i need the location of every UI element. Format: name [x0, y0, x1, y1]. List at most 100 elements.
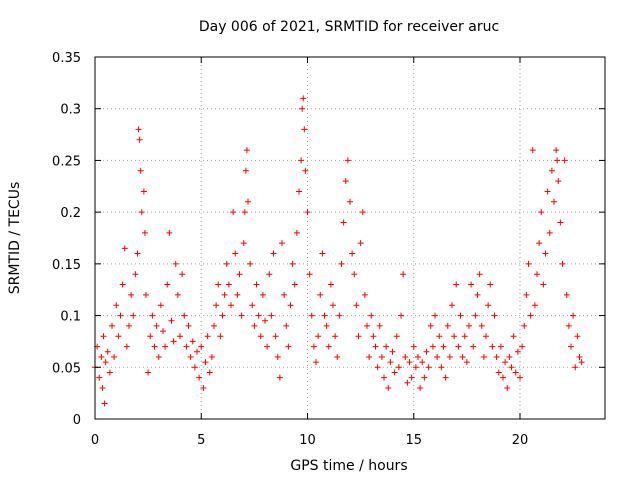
- data-point: [298, 157, 305, 164]
- data-point: [236, 271, 243, 278]
- data-point: [508, 364, 515, 371]
- data-points: [92, 95, 585, 407]
- data-point: [223, 260, 230, 267]
- data-point: [241, 209, 248, 216]
- data-point: [557, 219, 564, 226]
- data-point: [327, 281, 334, 288]
- data-point: [451, 333, 458, 340]
- data-point: [174, 291, 181, 298]
- data-point: [466, 322, 472, 329]
- data-point: [119, 281, 126, 288]
- data-point: [402, 353, 409, 360]
- data-point: [408, 374, 415, 381]
- data-point: [130, 312, 137, 319]
- data-point: [381, 374, 387, 381]
- data-point: [136, 136, 143, 143]
- data-point: [576, 353, 583, 360]
- data-point: [128, 291, 135, 298]
- data-point: [123, 343, 130, 350]
- data-point: [510, 333, 517, 340]
- data-point: [323, 322, 330, 329]
- data-point: [219, 312, 226, 319]
- data-point: [366, 353, 373, 360]
- data-point: [578, 359, 585, 366]
- y-tick-label: 0.35: [52, 51, 81, 66]
- data-point: [211, 322, 217, 329]
- data-point: [523, 291, 530, 298]
- data-point: [325, 343, 332, 350]
- data-point: [117, 312, 124, 319]
- data-point: [291, 281, 298, 288]
- data-point: [372, 343, 379, 350]
- data-point: [132, 271, 139, 278]
- data-point: [251, 322, 258, 329]
- data-point: [225, 281, 232, 288]
- data-point: [357, 240, 364, 247]
- data-point: [432, 312, 438, 319]
- data-point: [459, 353, 466, 360]
- data-point: [364, 322, 370, 329]
- data-point: [398, 312, 404, 319]
- data-point: [204, 333, 211, 340]
- data-point: [285, 343, 292, 350]
- data-point: [198, 343, 205, 350]
- data-point: [313, 359, 319, 366]
- data-point: [554, 157, 561, 164]
- y-tick-label: 0.15: [52, 258, 81, 273]
- x-tick-label: 20: [512, 433, 529, 448]
- data-point: [243, 147, 250, 154]
- data-point: [342, 178, 349, 185]
- data-point: [563, 291, 570, 298]
- data-point: [189, 338, 196, 345]
- data-point: [395, 364, 402, 371]
- data-point: [461, 333, 468, 340]
- data-point: [468, 281, 475, 288]
- data-point: [177, 333, 183, 340]
- data-point: [96, 374, 103, 381]
- data-point: [355, 333, 362, 340]
- data-point: [266, 271, 273, 278]
- data-point: [529, 147, 536, 154]
- data-point: [240, 240, 247, 247]
- data-point: [338, 260, 345, 267]
- data-point: [574, 333, 581, 340]
- data-point: [514, 348, 521, 355]
- data-point: [389, 348, 396, 355]
- data-point: [109, 322, 115, 329]
- data-point: [99, 384, 106, 391]
- data-point: [164, 281, 171, 288]
- data-point: [315, 333, 322, 340]
- data-point: [502, 359, 509, 366]
- data-point: [272, 333, 279, 340]
- data-point: [283, 322, 290, 329]
- data-point: [425, 364, 432, 371]
- data-point: [478, 322, 485, 329]
- data-point: [521, 322, 528, 329]
- data-point: [138, 209, 145, 216]
- data-point: [485, 302, 492, 309]
- data-point: [417, 384, 424, 391]
- data-point: [98, 353, 105, 360]
- data-point: [487, 281, 494, 288]
- data-point: [463, 359, 470, 366]
- data-point: [217, 333, 224, 340]
- data-point: [242, 167, 249, 174]
- data-point: [453, 281, 460, 288]
- data-point: [310, 343, 317, 350]
- data-point: [208, 353, 215, 360]
- data-point: [302, 167, 309, 174]
- data-point: [274, 353, 281, 360]
- data-point: [525, 260, 532, 267]
- data-point: [393, 333, 400, 340]
- data-point: [185, 322, 192, 329]
- data-point: [151, 343, 158, 350]
- data-point: [544, 188, 551, 195]
- data-point: [383, 343, 390, 350]
- y-tick-label: 0.1: [60, 310, 81, 325]
- data-point: [491, 312, 498, 319]
- data-point: [353, 302, 360, 309]
- data-point: [221, 291, 228, 298]
- data-point: [347, 198, 353, 205]
- x-tick-label: 5: [197, 433, 205, 448]
- data-point: [470, 343, 477, 350]
